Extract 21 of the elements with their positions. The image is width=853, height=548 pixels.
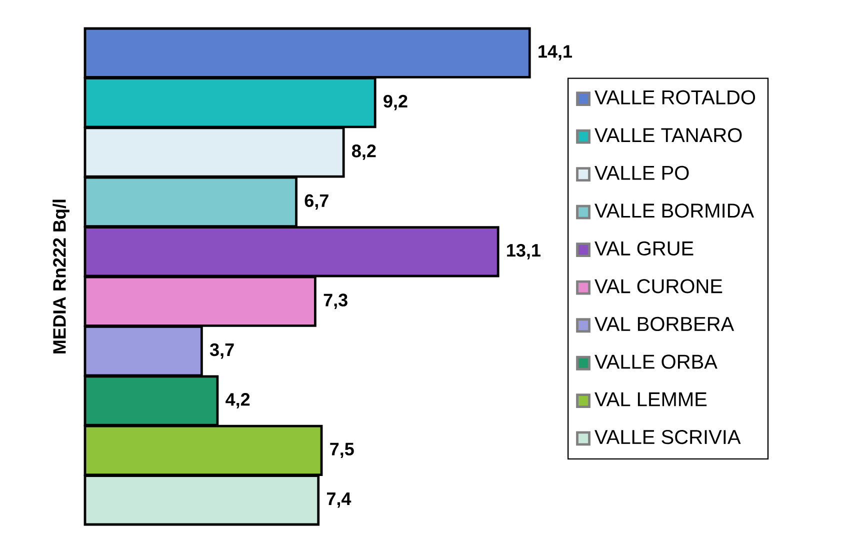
data-label: 6,7 xyxy=(304,194,328,210)
data-label: 7,4 xyxy=(327,492,352,508)
data-label: 4,2 xyxy=(226,393,250,408)
data-label: 7,3 xyxy=(324,294,348,310)
legend-label: VALLE SCRIVIA xyxy=(594,430,741,444)
legend-label: VAL GRUE xyxy=(594,241,694,256)
legend-label: VALLE ROTALDO xyxy=(594,90,756,104)
legend-label: VAL LEMME xyxy=(594,392,707,406)
legend-label: VALLE TANARO xyxy=(594,128,742,142)
legend-label: VALLE PO xyxy=(594,166,689,180)
legend-label: VALLE ORBA xyxy=(594,354,718,369)
legend-label: VAL BORBERA xyxy=(594,316,734,332)
data-label: 8,2 xyxy=(352,144,376,160)
data-label: 14,1 xyxy=(538,45,572,60)
data-label: 3,7 xyxy=(210,343,234,359)
data-label: 7,5 xyxy=(330,442,354,458)
y-axis-title: MEDIA Rn222 Bq/l xyxy=(52,200,70,354)
data-label: 13,1 xyxy=(507,244,540,260)
legend-label: VALLE BORMIDA xyxy=(594,204,754,218)
data-label: 9,2 xyxy=(384,94,408,110)
legend-label: VAL CURONE xyxy=(594,279,722,294)
